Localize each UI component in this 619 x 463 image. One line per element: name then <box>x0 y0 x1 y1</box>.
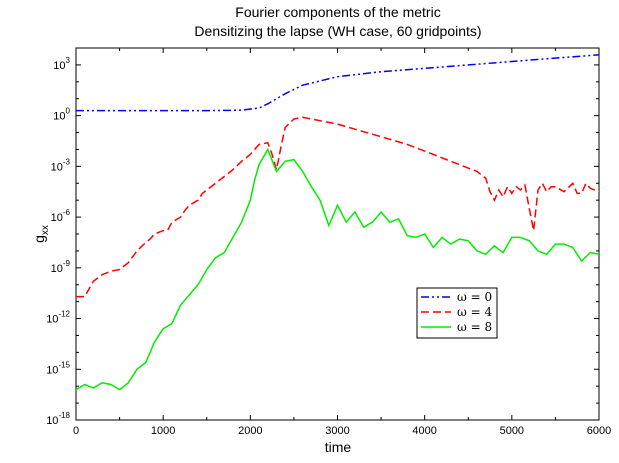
y-tick-label: 10-3 <box>51 157 71 173</box>
y-tick-label: 100 <box>53 107 70 123</box>
svg-text:gxx: gxx <box>31 225 51 243</box>
chart-title: Fourier components of the metric <box>235 4 440 20</box>
legend-label-omega-8: ω = 8 <box>457 320 492 334</box>
x-tick-label: 1000 <box>151 425 175 437</box>
x-tick-label: 2000 <box>238 425 262 437</box>
x-tick-label: 4000 <box>412 425 436 437</box>
legend-label-omega-0: ω = 0 <box>457 290 492 304</box>
y-tick-label: 10-12 <box>46 310 70 326</box>
y-axis-label-sub: xx <box>40 225 51 235</box>
legend-label-omega-4: ω = 4 <box>457 305 492 319</box>
y-tick-label: 103 <box>53 56 70 72</box>
y-tick-label: 10-6 <box>51 208 71 224</box>
chart-subtitle: Densitizing the lapse (WH case, 60 gridp… <box>194 23 481 39</box>
legend-box <box>416 287 498 339</box>
series-line-0 <box>76 54 600 112</box>
y-axis-label: gxx <box>31 225 51 243</box>
x-tick-label: 5000 <box>500 425 524 437</box>
x-tick-label: 3000 <box>325 425 349 437</box>
series-layer <box>75 54 600 391</box>
y-axis-label-main: g <box>31 235 47 243</box>
y-axis: 10-18 10-15 10-12 10-9 10-6 10-3 100 103 <box>46 47 599 427</box>
y-tick-label: 10-18 <box>46 411 70 427</box>
x-axis-label: time <box>325 439 352 455</box>
plot-area <box>75 47 600 421</box>
series-line-1 <box>76 116 600 298</box>
y-tick-label: 10-9 <box>51 259 71 275</box>
x-tick-label: 6000 <box>587 425 611 437</box>
legend: ω = 0 ω = 4 ω = 8 <box>416 287 498 339</box>
y-tick-label: 10-15 <box>46 360 70 376</box>
x-tick-label: 0 <box>73 425 79 437</box>
series-line-2 <box>75 147 600 391</box>
x-axis: 0 1000 2000 3000 4000 5000 6000 <box>73 48 611 437</box>
